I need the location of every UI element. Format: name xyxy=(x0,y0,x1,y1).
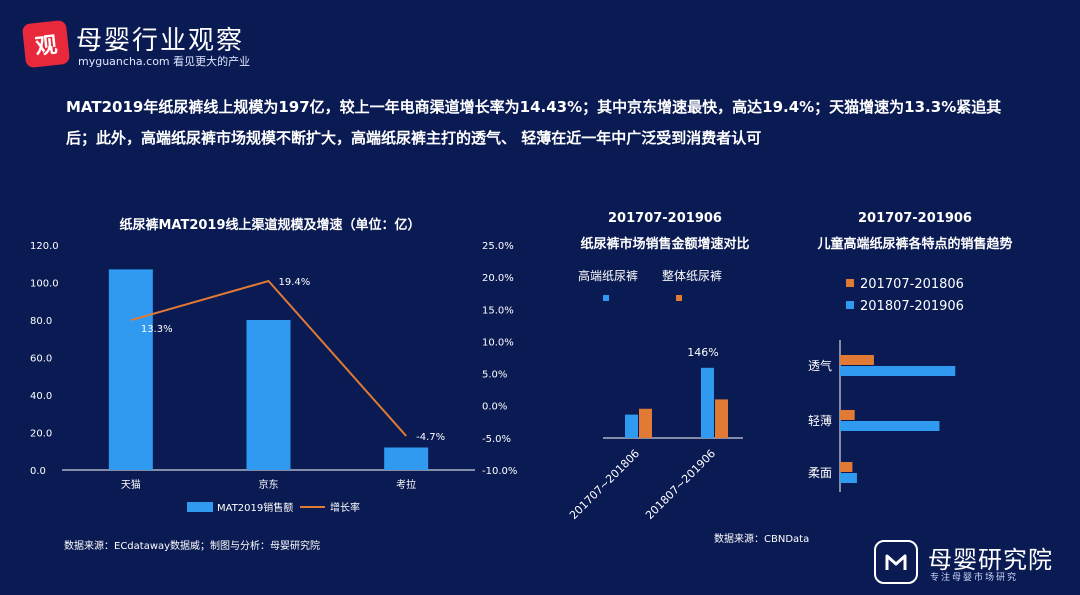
chart1-source: 数据来源：ECdataway数据威；制图与分析：母婴研究院 xyxy=(64,541,321,552)
chart2-bar xyxy=(715,399,728,438)
chart1-x-tick-label: 京东 xyxy=(259,478,279,491)
chart1-y2-tick-label: 5.0% xyxy=(482,370,507,381)
chart1-y-tick-label: 60.0 xyxy=(30,354,52,365)
chart1-y2-tick-label: 0.0% xyxy=(482,402,507,413)
footer-logo-icon xyxy=(874,540,918,584)
chart1-y-tick-label: 80.0 xyxy=(30,316,52,327)
chart1-x-tick-label: 天猫 xyxy=(121,478,141,491)
chart2-bar xyxy=(701,367,714,438)
footer-brand-name: 母婴研究院 xyxy=(928,546,1053,574)
chart1-bar xyxy=(108,269,153,470)
chart3-source: 数据来源：CBNData xyxy=(714,534,810,545)
chart2-legend-label: 高端纸尿裤 xyxy=(578,268,638,283)
chart1-data-label: 13.3% xyxy=(141,324,173,335)
chart1-y2-tick-label: 10.0% xyxy=(482,337,514,348)
chart1-y-tick-label: 0.0 xyxy=(30,466,46,477)
headline-text: MAT2019年纸尿裤线上规模为197亿，较上一年电商渠道增长率为14.43%；… xyxy=(66,98,1002,147)
chart2-bar xyxy=(639,408,652,438)
chart1-y2-tick-label: 25.0% xyxy=(482,241,514,252)
chart3-bar xyxy=(840,421,940,431)
chart3-y-tick-label: 柔面 xyxy=(808,466,832,480)
chart2-subtitle: 纸尿裤市场销售金额增速对比 xyxy=(580,237,750,252)
chart3-bar xyxy=(840,473,857,483)
chart1-legend-bar-label: MAT2019销售额 xyxy=(217,501,293,514)
chart3-bar xyxy=(840,355,874,365)
chart1-y2-tick-label: 15.0% xyxy=(482,305,514,316)
chart1-growth-line xyxy=(130,279,407,437)
brand-name: 母婴行业观察 xyxy=(76,26,245,56)
chart3-subtitle: 儿童高端纸尿裤各特点的销售趋势 xyxy=(817,237,1013,252)
chart1-y-tick-label: 100.0 xyxy=(30,279,59,290)
chart1-y-tick-label: 40.0 xyxy=(30,391,52,402)
chart1-y2-tick-label: 20.0% xyxy=(482,273,514,284)
chart3-y-tick-label: 透气 xyxy=(808,358,832,373)
chart1-y2-tick-label: -10.0% xyxy=(482,466,517,477)
chart2-legend-label: 整体纸尿裤 xyxy=(662,268,722,283)
chart1-legend-line-label: 增长率 xyxy=(330,501,360,514)
brand-site: myguancha.com 看见更大的产业 xyxy=(78,55,251,68)
chart1-bar xyxy=(384,447,429,470)
chart1-title: 纸尿裤MAT2019线上渠道规模及增速（单位：亿） xyxy=(119,218,421,233)
chart1-data-label: 19.4% xyxy=(279,277,311,288)
chart3-legend-swatch xyxy=(846,279,854,287)
chart3-y-tick-label: 轻薄 xyxy=(808,413,832,428)
chart1-data-label: -4.7% xyxy=(416,432,445,443)
chart3-bar xyxy=(840,366,956,376)
chart3-bar xyxy=(840,462,853,472)
chart1-y-tick-label: 120.0 xyxy=(30,241,59,252)
chart2-x-tick-label: 201707~201806 xyxy=(567,447,642,522)
chart2-legend-swatch xyxy=(676,295,682,301)
chart1-bar xyxy=(246,320,291,470)
chart2-title: 201707-201906 xyxy=(608,211,722,226)
chart2-legend-swatch xyxy=(603,295,609,301)
chart1-y2-tick-label: -5.0% xyxy=(482,434,511,445)
footer-tagline: 专注母婴市场研究 xyxy=(930,573,1019,583)
chart3-title: 201707-201906 xyxy=(858,211,972,226)
chart2-bar xyxy=(625,414,638,438)
chart3-legend-label: 201707-201806 xyxy=(860,277,964,292)
chart1-legend-bar-swatch xyxy=(187,502,213,512)
chart3-legend-swatch xyxy=(846,301,854,309)
chart2-annotation: 146% xyxy=(687,346,718,359)
chart1-x-tick-label: 考拉 xyxy=(396,478,416,491)
chart3-legend-label: 201807-201906 xyxy=(860,299,964,314)
chart1-y-tick-label: 20.0 xyxy=(30,429,52,440)
chart3-bar xyxy=(840,410,855,420)
chart2-x-tick-label: 201807~201906 xyxy=(643,447,718,522)
